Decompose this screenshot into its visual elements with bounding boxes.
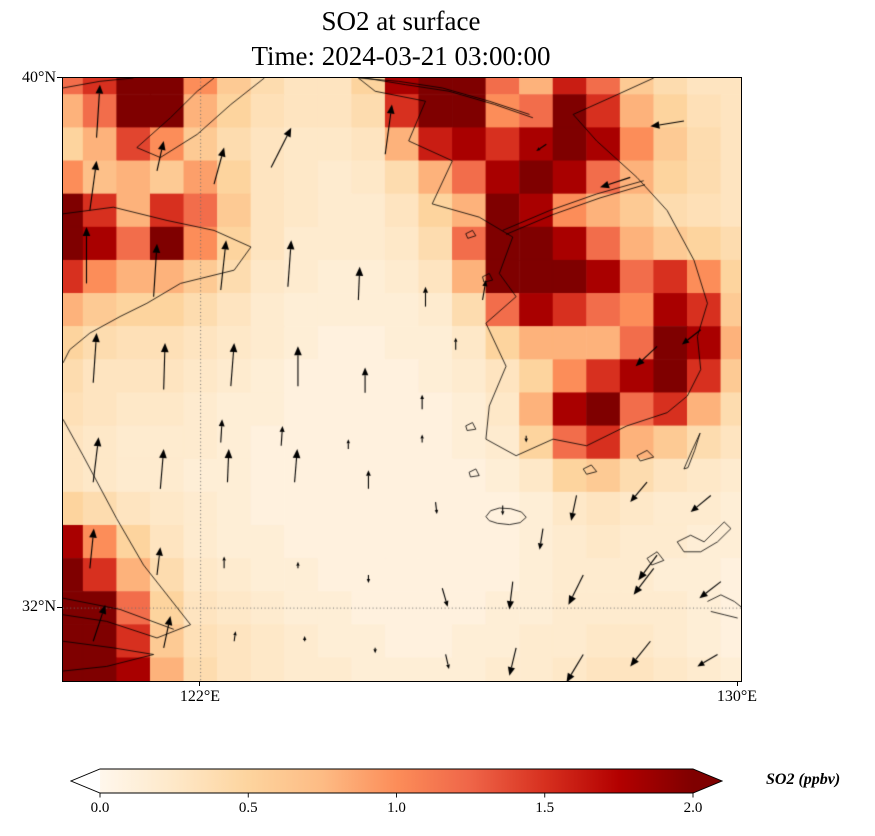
- y-axis-tick-label-40n: 40°N: [22, 69, 56, 86]
- colorbar-tick-label: 0.0: [90, 800, 110, 816]
- colorbar-label: SO2 (ppbv): [766, 771, 841, 788]
- x-axis-tick-mark-130e: [737, 681, 738, 686]
- colorbar-tick-labels: 0.0 0.5 1.0 1.5 2.0: [70, 800, 770, 820]
- colorbar: [69, 767, 724, 801]
- y-axis-tick-label-32n: 32°N: [22, 598, 56, 615]
- x-axis-tick-label-130e: 130°E: [716, 688, 758, 705]
- x-axis-tick-mark-122e: [199, 681, 200, 686]
- colorbar-tick-label: 0.5: [238, 800, 258, 816]
- colorbar-tick-label: 1.5: [535, 800, 555, 816]
- x-axis-tick-label-122e: 122°E: [179, 688, 221, 705]
- y-axis-tick-mark-40n: [57, 77, 62, 78]
- heatmap-canvas: [63, 78, 741, 681]
- colorbar-tick-label: 1.0: [387, 800, 406, 816]
- chart-title: SO2 at surface Time: 2024-03-21 03:00:00: [62, 4, 740, 73]
- colorbar-gradient-svg: [69, 768, 724, 798]
- chart-title-line1: SO2 at surface: [321, 6, 481, 36]
- chart-title-line2: Time: 2024-03-21 03:00:00: [251, 40, 551, 71]
- colorbar-tick-label: 2.0: [683, 800, 703, 816]
- y-axis-tick-mark-32n: [57, 607, 62, 608]
- map-plot: [62, 77, 742, 682]
